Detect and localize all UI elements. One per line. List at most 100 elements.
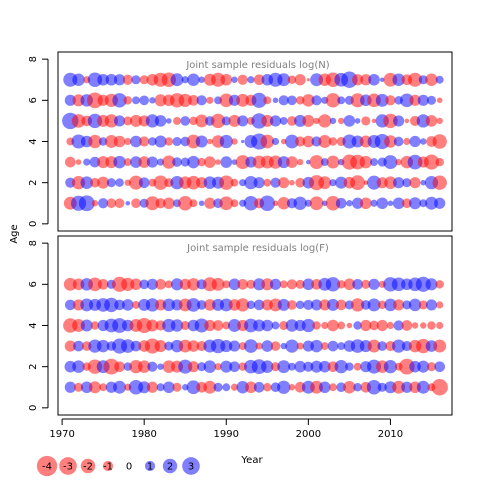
residual-bubble	[434, 361, 446, 373]
residual-bubble	[172, 157, 182, 167]
residual-bubble	[327, 319, 339, 332]
residual-bubble	[187, 361, 200, 373]
residual-bubble	[153, 175, 168, 190]
residual-bubble	[255, 342, 263, 350]
residual-bubble	[294, 360, 306, 373]
residual-bubble	[198, 76, 205, 83]
residual-bubble	[409, 177, 421, 189]
residual-bubble	[404, 118, 410, 124]
residual-bubble	[393, 177, 405, 189]
residual-bubble	[363, 180, 369, 185]
residual-bubble	[287, 116, 297, 126]
residual-bubble	[425, 115, 438, 127]
residual-bubble	[64, 299, 76, 311]
residual-bubble	[272, 97, 279, 104]
residual-bubble	[146, 156, 158, 168]
residual-bubble	[178, 359, 193, 374]
residual-bubble	[97, 176, 110, 189]
residual-bubble	[99, 383, 108, 392]
residual-bubble	[88, 134, 102, 149]
residual-bubble	[189, 199, 198, 208]
residual-bubble	[341, 71, 358, 88]
residual-bubble	[280, 138, 287, 145]
residual-bubble	[129, 114, 142, 127]
residual-bubble	[353, 362, 362, 371]
residual-bubble	[187, 340, 200, 352]
residual-bubble	[121, 277, 135, 291]
x-tick-label: 1980	[131, 429, 156, 440]
residual-bubble	[433, 339, 447, 353]
residual-bubble	[130, 156, 142, 168]
residual-bubble	[269, 115, 282, 127]
residual-bubble	[377, 341, 388, 351]
residual-bubble	[203, 360, 217, 373]
residual-bubble	[253, 177, 265, 189]
residual-bubble	[420, 138, 427, 145]
legend-bubble	[80, 458, 96, 474]
residual-bubble	[306, 78, 310, 82]
residual-bubble	[166, 118, 172, 124]
residual-bubble	[352, 197, 364, 209]
residual-bubble	[403, 137, 411, 146]
residual-bubble	[435, 280, 444, 289]
residual-bubble	[197, 157, 206, 167]
residual-bubble	[402, 198, 412, 209]
residual-bubble	[236, 93, 250, 107]
residual-bubble	[354, 118, 361, 124]
residual-bubble	[420, 179, 427, 186]
residual-bubble	[336, 280, 346, 289]
y-tick-label: 2	[28, 363, 39, 369]
residual-bubble	[271, 321, 280, 330]
residual-bubble	[367, 298, 381, 312]
residual-bubble	[310, 380, 323, 394]
residual-bubble	[416, 338, 431, 354]
residual-bubble	[329, 179, 337, 187]
residual-bubble	[71, 134, 86, 149]
residual-bubble	[113, 74, 126, 86]
residual-bubble	[408, 298, 422, 312]
residual-bubble	[89, 156, 101, 168]
residual-bubble	[337, 342, 346, 351]
residual-bubble	[203, 380, 217, 394]
residual-bubble	[318, 135, 332, 148]
residual-bubble	[386, 321, 395, 330]
residual-bubble	[230, 199, 239, 208]
residual-bubble	[163, 381, 175, 394]
residual-bubble	[113, 380, 126, 394]
residual-bubble	[147, 361, 158, 372]
residual-bubble	[435, 75, 444, 84]
residual-bubble	[369, 320, 379, 331]
residual-bubble	[432, 134, 447, 149]
residual-bubble	[393, 136, 404, 147]
residual-bubble	[189, 116, 198, 126]
residual-bubble	[197, 362, 207, 372]
residual-bubble	[296, 158, 304, 166]
residual-bubble	[112, 318, 127, 333]
residual-bubble	[83, 158, 91, 166]
residual-bubble	[277, 73, 291, 87]
residual-bubble	[219, 175, 234, 190]
residual-bubble	[288, 384, 296, 391]
y-tick-label: 8	[28, 240, 39, 246]
residual-bubble	[384, 135, 397, 148]
residual-bubble	[106, 178, 116, 188]
residual-bubble	[98, 198, 109, 209]
legend-bubble	[144, 460, 156, 472]
residual-bubble	[328, 137, 338, 146]
residual-bubble	[279, 280, 288, 289]
residual-bubble	[261, 360, 274, 373]
residual-bubble	[228, 278, 241, 291]
residual-bubble	[366, 380, 382, 395]
residual-bubble	[387, 200, 394, 207]
residual-bubble	[251, 92, 267, 108]
residual-bubble	[301, 318, 315, 333]
residual-bubble	[360, 197, 372, 210]
residual-bubble	[270, 177, 281, 188]
residual-bubble	[173, 116, 181, 125]
residual-bubble	[220, 340, 233, 353]
residual-bubble	[187, 155, 200, 169]
residual-bubble	[211, 72, 226, 87]
bubbles-top	[62, 71, 447, 212]
residual-bubble	[335, 299, 347, 311]
residual-bubble	[139, 136, 150, 147]
